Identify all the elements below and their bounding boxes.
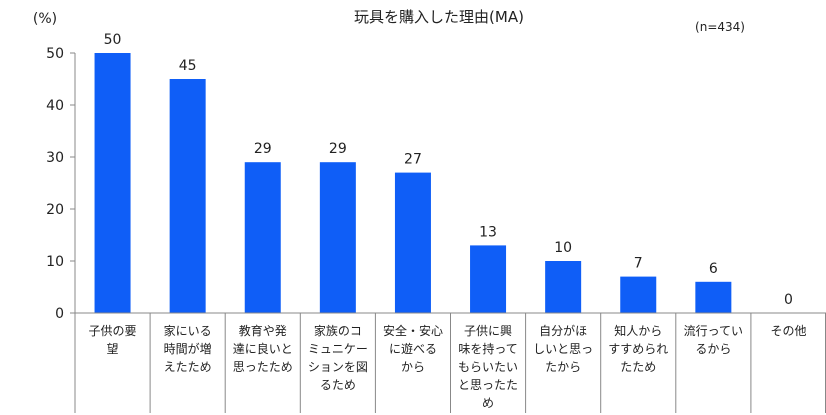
x-category-label: しいと思っ [533, 342, 593, 356]
data-label: 6 [709, 261, 718, 277]
chart-title: 玩具を購入した理由(MA) [354, 8, 524, 26]
bars-group: 50 45 29 29 27 13 10 7 6 0 [94, 32, 793, 313]
bar [620, 276, 657, 313]
data-label: 10 [554, 240, 572, 256]
data-label: 50 [104, 32, 122, 48]
data-label: 27 [404, 152, 422, 168]
x-category-label: 子供に興 [464, 324, 512, 338]
x-category-label: えたため [164, 360, 212, 374]
x-category-label: 家にいる [164, 323, 212, 338]
data-label: 13 [479, 224, 497, 240]
x-category-label: 思ったため [233, 360, 293, 374]
x-category-label: 知人から [614, 324, 662, 338]
bar [94, 53, 131, 313]
x-category-label: から [401, 360, 425, 374]
bar [695, 281, 732, 313]
x-category-label: その他 [770, 324, 806, 338]
sample-size-note: (n=434) [695, 20, 745, 34]
bar [169, 79, 206, 313]
data-label: 0 [784, 292, 793, 308]
x-category-label: と思ったた [458, 378, 518, 392]
data-label: 29 [329, 141, 347, 157]
bar [545, 261, 582, 313]
x-category-label: るから [695, 342, 731, 356]
x-category-label: 子供の要 [89, 324, 137, 338]
bar [394, 172, 431, 313]
y-axis-label: (%) [33, 11, 57, 27]
x-category-label: 味を持って [458, 341, 517, 356]
x-category-label: ションを図 [308, 360, 368, 374]
x-category-label: るため [320, 378, 356, 392]
y-tick-label: 40 [46, 98, 64, 114]
x-category-label: 教育や発 [239, 323, 287, 338]
y-tick-label: 0 [55, 306, 64, 322]
x-category-label: に遊べる [389, 341, 437, 356]
data-label: 45 [179, 58, 197, 74]
x-category-label: たため [620, 360, 656, 374]
y-tick-label: 50 [46, 46, 64, 62]
bar [244, 162, 281, 313]
bar [470, 245, 507, 313]
x-category-label: もらいたい [458, 360, 518, 374]
x-category-label: 流行ってい [684, 324, 743, 338]
bar [319, 162, 356, 313]
y-axis: 0 10 20 30 40 50 [46, 46, 76, 322]
y-tick-label: 10 [46, 254, 64, 270]
y-tick-label: 30 [46, 150, 64, 166]
x-category-label: め [482, 396, 494, 410]
x-category-label: 達に良いと [233, 341, 293, 356]
x-category-label: 自分がほ [539, 323, 587, 338]
data-label: 7 [634, 256, 643, 272]
x-category-label: 時間が増 [164, 341, 212, 356]
x-category-label: 望 [107, 342, 119, 356]
x-category-label: たから [545, 360, 581, 374]
data-label: 29 [254, 141, 272, 157]
x-category-label: 家族のコ [314, 323, 362, 338]
x-category-label: ミュニケー [308, 342, 368, 356]
x-category-label: すすめられ [608, 342, 668, 356]
y-tick-label: 20 [46, 202, 64, 218]
x-category-label: 安全・安心 [383, 323, 443, 338]
